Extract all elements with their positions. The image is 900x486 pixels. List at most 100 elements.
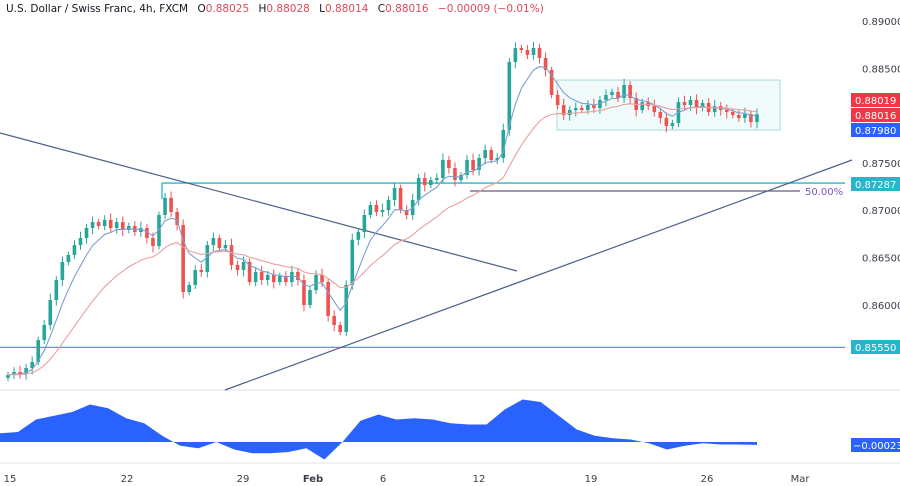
candle-body	[712, 106, 717, 113]
candle-body	[72, 245, 77, 255]
candle-body	[743, 114, 747, 118]
candle-body	[664, 117, 669, 126]
time-axis[interactable]: 15 22 29 Feb 6 12 19 26 Mar	[4, 474, 811, 485]
candle-body	[308, 290, 312, 306]
candle-body	[640, 102, 644, 111]
candle-body	[320, 275, 324, 283]
candle-body	[525, 49, 530, 55]
candle-body	[12, 371, 16, 376]
candle-body	[229, 245, 234, 265]
candle-body	[628, 85, 632, 99]
price-tag-bg	[851, 123, 900, 137]
candle-body	[145, 228, 149, 239]
candle-body	[386, 199, 391, 211]
candle-body	[392, 187, 397, 200]
candle-body	[429, 180, 433, 186]
candle-body	[531, 47, 536, 55]
time-tick-label: 15	[4, 474, 17, 485]
candle-body	[241, 261, 246, 271]
price-tick-label: 0.87500	[862, 159, 900, 170]
candle-body	[737, 115, 741, 118]
candle-body	[350, 239, 355, 285]
candle-body	[495, 157, 500, 160]
candle-body	[447, 159, 451, 169]
candle-body	[616, 91, 620, 99]
candle-body	[127, 226, 131, 230]
price-tags: 0.88019 0.88016 0.87980 0.87287 0.85550 −0.00…	[851, 93, 900, 452]
candle-body	[60, 261, 65, 281]
candle-body	[120, 222, 125, 230]
price-tick-label: 0.87000	[862, 206, 900, 217]
symbol-title: U.S. Dollar / Swiss Franc, 4h, FXCM	[6, 3, 189, 15]
close-value: 0.88016	[385, 3, 429, 15]
candle-body	[271, 275, 276, 283]
oscillator-tag-label: −0.00023	[853, 441, 900, 452]
candle-body	[102, 219, 107, 227]
candle-body	[169, 197, 173, 213]
candle-body	[199, 270, 204, 272]
close-label: C	[377, 3, 386, 15]
price-tick-label: 0.89000	[862, 17, 900, 28]
candle-body	[441, 159, 445, 178]
high-value: 0.88028	[266, 3, 310, 15]
candle-body	[362, 215, 367, 232]
candle-body	[652, 106, 657, 113]
open-value: 0.88025	[205, 3, 250, 15]
time-tick-label: Feb	[303, 474, 323, 485]
candle-body	[302, 280, 306, 306]
candle-body	[278, 275, 282, 283]
candle-body	[435, 177, 439, 181]
candle-body	[108, 219, 113, 229]
low-value: 0.88014	[325, 3, 369, 15]
candle-body	[682, 102, 687, 106]
candle-body	[326, 282, 330, 316]
candle-body	[24, 368, 28, 374]
candle-body	[332, 315, 336, 325]
price-tag-label: 0.88019	[855, 96, 896, 107]
open-label: O	[197, 3, 206, 15]
price-tag-label: 0.85550	[855, 343, 896, 354]
candle-body	[181, 224, 185, 293]
candle-body	[133, 226, 137, 232]
price-tick-label: 0.86500	[862, 254, 900, 265]
candle-body	[670, 123, 675, 126]
candle-body	[592, 105, 596, 109]
candle-body	[489, 150, 493, 160]
candle-body	[217, 238, 222, 249]
candle-body	[247, 261, 252, 283]
time-tick-label: 29	[237, 474, 250, 485]
candle-body	[459, 175, 463, 181]
oscillator-tag-bg	[851, 438, 900, 452]
moving-averages	[7, 66, 758, 376]
candle-body	[567, 110, 572, 116]
candle-body	[501, 129, 506, 158]
candle-body	[84, 228, 89, 239]
time-tick-label: 22	[121, 474, 134, 485]
price-tag-bg	[851, 108, 900, 122]
candle-body	[139, 228, 143, 232]
candle-body	[368, 205, 373, 216]
candle-body	[54, 280, 59, 300]
price-tag-label: 0.87980	[855, 126, 896, 137]
high-label: H	[258, 3, 267, 15]
price-axis[interactable]: 0.89000 0.88500 0.87500 0.87000 0.86500 0.860…	[862, 17, 900, 312]
range-rectangle	[556, 79, 781, 131]
candles-layer	[6, 41, 759, 382]
candle-body	[477, 157, 481, 171]
candle-body	[380, 210, 385, 213]
price-tick-label: 0.88500	[862, 64, 900, 75]
candle-body	[259, 271, 264, 281]
candle-body	[96, 222, 101, 227]
price-tag-bg	[851, 340, 900, 354]
candle-body	[175, 212, 179, 225]
descending-trendline	[0, 132, 518, 272]
time-tick-label: 6	[380, 474, 386, 485]
candle-body	[555, 94, 560, 106]
ascending-trendline	[224, 159, 853, 391]
candle-body	[78, 238, 83, 246]
candle-body	[66, 254, 71, 262]
time-tick-label: Mar	[791, 474, 811, 485]
candle-body	[543, 57, 548, 71]
candle-body	[284, 275, 288, 283]
